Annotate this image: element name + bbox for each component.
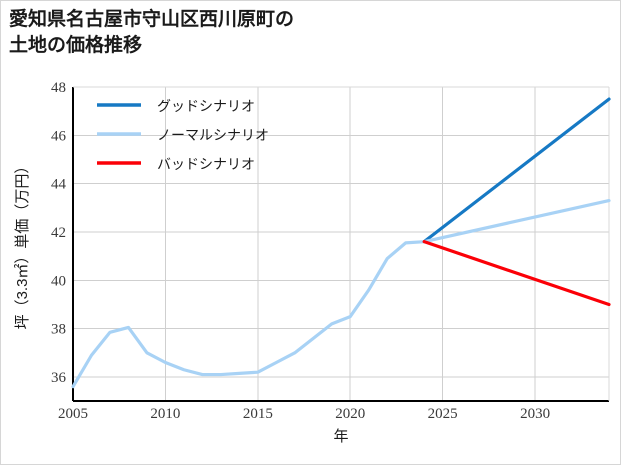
x-axis-title: 年 <box>333 428 348 445</box>
y-tick-label-38: 38 <box>51 322 66 338</box>
x-tick-label-2015: 2015 <box>243 406 273 422</box>
y-tick-label-46: 46 <box>51 128 67 144</box>
legend-label-0: グッドシナリオ <box>157 98 255 114</box>
y-tick-label-42: 42 <box>51 225 66 241</box>
x-tick-label-2010: 2010 <box>150 406 180 422</box>
y-axis-tick-labels: 36 38 40 42 44 46 48 <box>51 80 67 386</box>
y-tick-label-44: 44 <box>51 177 67 193</box>
series-lines <box>71 97 611 389</box>
legend-label-1: ノーマルシナリオ <box>157 127 269 143</box>
series-line-normal <box>71 198 611 389</box>
page-title: 愛知県名古屋市守山区西川原町の 土地の価格推移 <box>9 9 295 56</box>
legend-label-2: バッドシナリオ <box>157 156 255 172</box>
y-axis-title: 坪（3.3㎡）単価（万円） <box>14 159 31 330</box>
x-tick-label-2005: 2005 <box>58 406 88 422</box>
x-tick-label-2020: 2020 <box>335 406 365 422</box>
plot-frame <box>72 86 610 402</box>
y-tick-label-40: 40 <box>51 273 66 289</box>
grid-lines <box>72 86 609 401</box>
y-tick-label-48: 48 <box>51 80 66 96</box>
series-line-bad <box>422 240 611 307</box>
series-line-good <box>422 97 611 244</box>
x-axis-tick-labels: 2005 2010 2015 2020 2025 2030 <box>58 406 550 422</box>
y-tick-label-36: 36 <box>51 370 67 386</box>
x-tick-label-2025: 2025 <box>428 406 458 422</box>
x-tick-label-2030: 2030 <box>520 406 550 422</box>
